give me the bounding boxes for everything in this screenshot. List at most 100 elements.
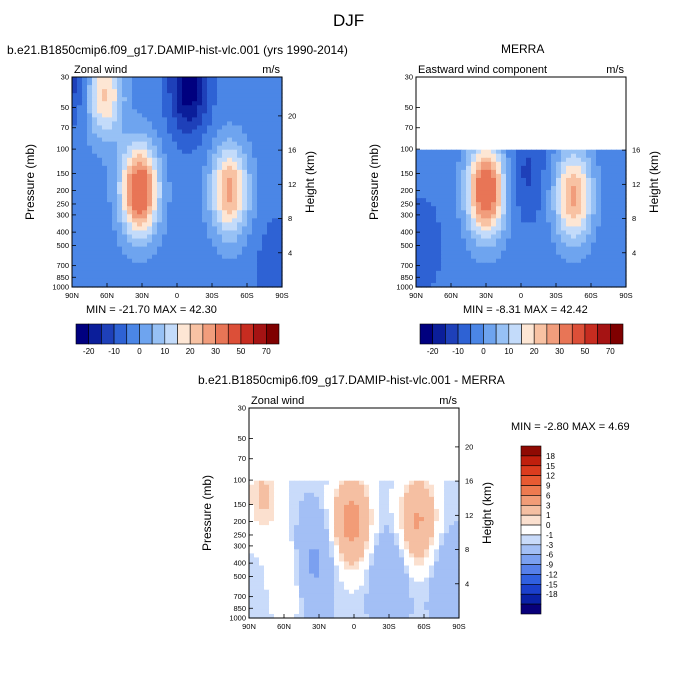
heatmap-cell [556,230,562,236]
heatmap-cell [511,202,517,207]
heatmap-cell [132,177,138,183]
colorbar-swatch [521,323,535,345]
heatmap-cell [102,161,108,167]
heatmap-cell [456,226,462,232]
heatmap-cell [192,266,198,272]
heatmap-cell [259,549,265,554]
heatmap-cell [429,480,435,486]
heatmap-cell [319,577,325,583]
heatmap-cell [566,234,572,240]
heatmap-cell [521,270,527,276]
heatmap-cell [309,525,315,530]
panel1-colorbar: -20 -10 0 10 20 30 50 70 [75,323,280,356]
heatmap-cell [416,186,422,191]
heatmap-cell [611,254,617,260]
heatmap-cell [354,480,360,486]
heatmap-cell [581,274,587,280]
heatmap-cell [187,145,193,151]
heatmap-cell [516,262,522,268]
heatmap-cell [237,177,243,183]
heatmap-cell [416,190,422,195]
heatmap-cell [257,117,263,123]
heatmap-cell [324,577,330,583]
heatmap-cell [481,258,487,264]
heatmap-cell [102,89,108,94]
heatmap-cell [227,254,233,260]
heatmap-cell [476,198,482,203]
heatmap-cell [142,182,148,187]
heatmap-cell [414,533,420,538]
heatmap-cell [262,117,268,123]
heatmap-cell [127,198,133,203]
heatmap-cell [476,238,482,244]
heatmap-cell [77,254,83,260]
heatmap-cell [177,194,183,199]
heatmap-cell [202,77,208,82]
heatmap-cell [521,206,527,211]
heatmap-cell [471,177,477,183]
heatmap-cell [521,274,527,280]
heatmap-cell [344,517,350,522]
heatmap-cell [222,145,228,151]
heatmap-cell [147,202,153,207]
heatmap-cell [304,492,310,498]
heatmap-cell [491,149,497,155]
heatmap-cell [152,173,158,179]
heatmap-cell [177,262,183,268]
heatmap-cell [349,577,355,583]
heatmap-cell [137,149,143,155]
heatmap-cell [501,246,507,252]
heatmap-cell [611,194,617,199]
heatmap-cell [252,274,258,280]
heatmap-cell [319,541,325,546]
heatmap-cell [349,593,355,599]
heatmap-cell [92,230,98,236]
heatmap-cell [546,214,552,219]
heatmap-cell [471,149,477,155]
heatmap-cell [147,266,153,272]
heatmap-cell [424,585,430,591]
heatmap-cell [222,81,228,86]
panel2-title: MERRA [501,42,545,56]
heatmap-cell [272,101,278,106]
heatmap-cell [426,282,432,288]
heatmap-cell [551,149,557,155]
heatmap-cell [197,198,203,203]
heatmap-cell [262,173,268,179]
heatmap-cell [394,553,400,559]
heatmap-cell [481,157,487,163]
heatmap-cell [117,169,123,175]
heatmap-cell [252,117,258,123]
heatmap-cell [82,230,88,236]
heatmap-cell [197,270,203,276]
heatmap-cell [217,85,223,90]
heatmap-cell [249,589,255,595]
heatmap-cell [127,282,133,288]
heatmap-cell [454,577,460,583]
heatmap-cell [182,274,188,280]
heatmap-cell [192,85,198,90]
heatmap-cell [354,581,360,587]
heatmap-cell [142,141,148,147]
heatmap-cell [471,270,477,276]
heatmap-cell [257,282,263,288]
heatmap-cell [591,250,597,256]
heatmap-cell [349,541,355,546]
heatmap-cell [446,173,452,179]
heatmap-cell [262,214,268,219]
heatmap-cell [249,565,255,571]
heatmap-cell [197,194,203,199]
heatmap-cell [541,258,547,264]
heatmap-cell [409,561,415,567]
heatmap-cell [441,242,447,248]
heatmap-cell [354,557,360,563]
heatmap-cell [461,210,467,215]
heatmap-cell [132,182,138,187]
heatmap-cell [571,282,577,288]
heatmap-cell [496,258,502,264]
heatmap-cell [591,210,597,215]
heatmap-cell [414,561,420,567]
heatmap-cell [521,278,527,284]
heatmap-cell [551,173,557,179]
heatmap-cell [77,194,83,199]
